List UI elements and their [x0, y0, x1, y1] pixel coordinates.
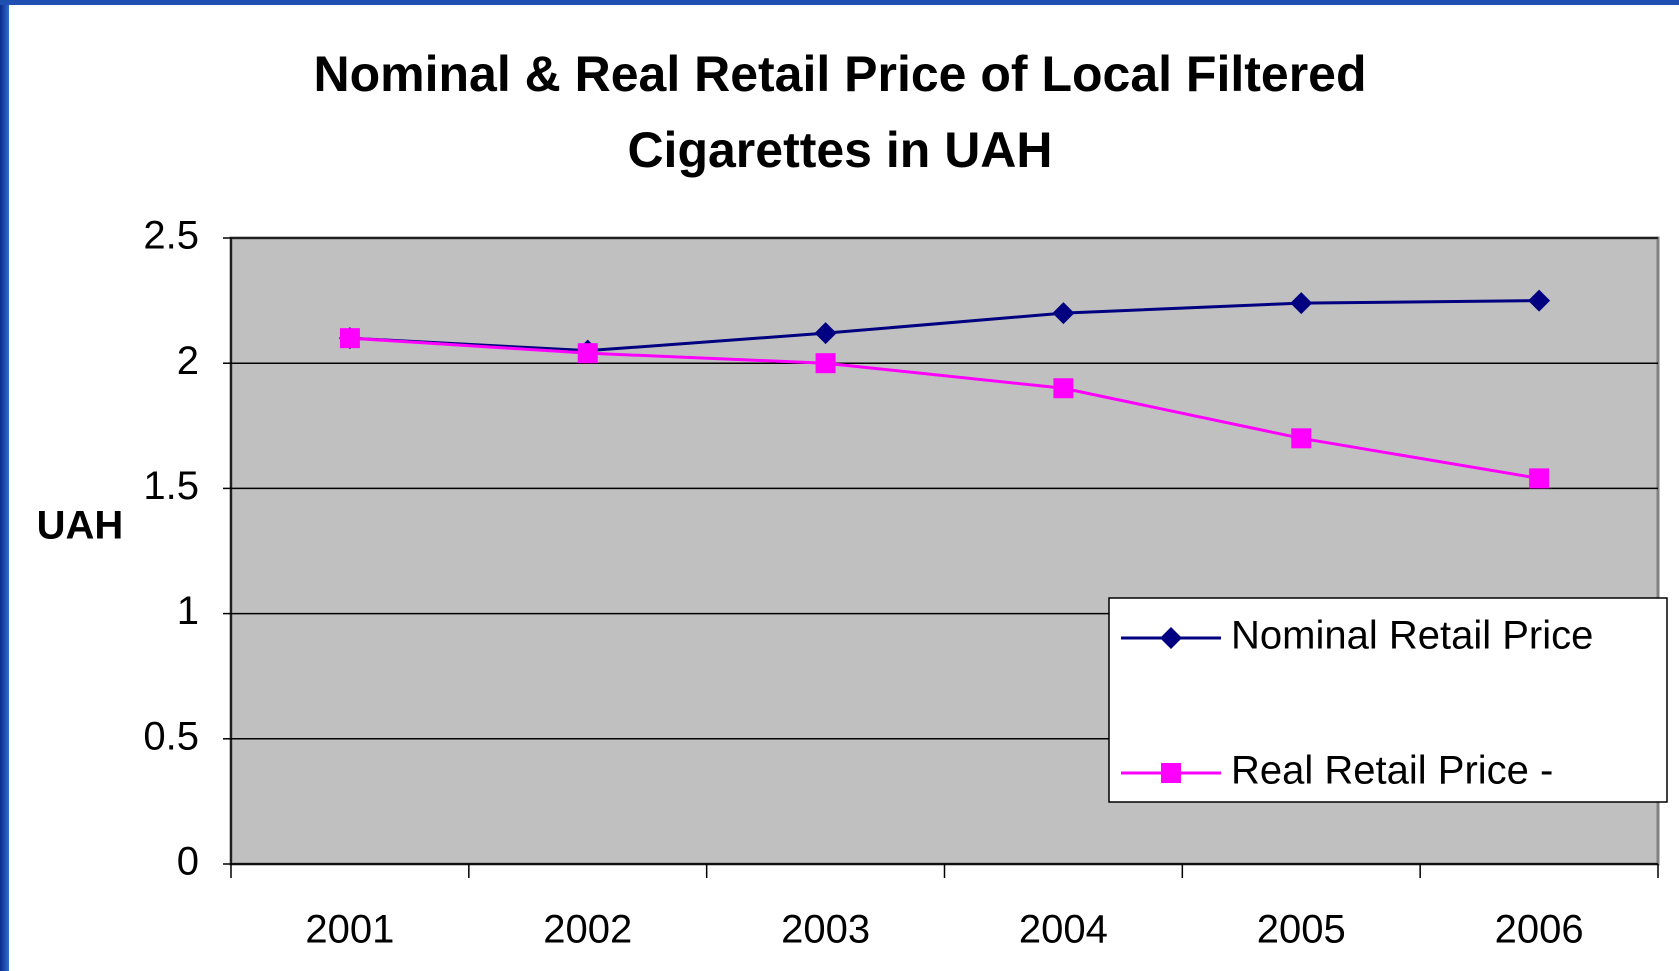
x-tick-label: 2004: [1019, 908, 1108, 952]
x-tick-label: 2002: [543, 908, 632, 952]
legend-marker: [1160, 627, 1182, 649]
data-point: [1053, 378, 1074, 399]
x-tick-label: 2005: [1257, 908, 1346, 952]
data-point: [1290, 292, 1313, 315]
legend: [1108, 597, 1668, 803]
x-tick-label: 2003: [781, 908, 870, 952]
y-axis-label: UAH: [37, 504, 124, 548]
legend-label: Real Retail Price -: [1231, 749, 1553, 793]
y-tick-label: 1: [177, 589, 199, 633]
x-tick-label: 2006: [1495, 908, 1584, 952]
data-point: [577, 343, 598, 364]
y-tick-label: 0: [177, 840, 199, 884]
data-point: [814, 322, 837, 345]
data-point: [1052, 302, 1075, 325]
y-tick-label: 0.5: [143, 714, 199, 758]
y-tick-label: 1.5: [143, 464, 199, 508]
y-tick-label: 2.5: [143, 214, 199, 258]
data-point: [1291, 428, 1312, 449]
data-point: [815, 353, 836, 374]
chart-title: Nominal & Real Retail Price of Local Fil…: [313, 46, 1367, 178]
series-line: [349, 336, 1540, 480]
y-tick-label: 2: [177, 339, 199, 383]
legend-marker: [1161, 763, 1181, 783]
slide-edge: [0, 0, 9, 971]
data-point: [1529, 468, 1550, 489]
series-line: [349, 299, 1540, 353]
legend-label: Nominal Retail Price: [1231, 614, 1593, 658]
data-point: [339, 328, 360, 349]
x-tick-label: 2001: [305, 908, 394, 952]
data-point: [1528, 289, 1551, 312]
slide-edge: [0, 0, 1679, 5]
